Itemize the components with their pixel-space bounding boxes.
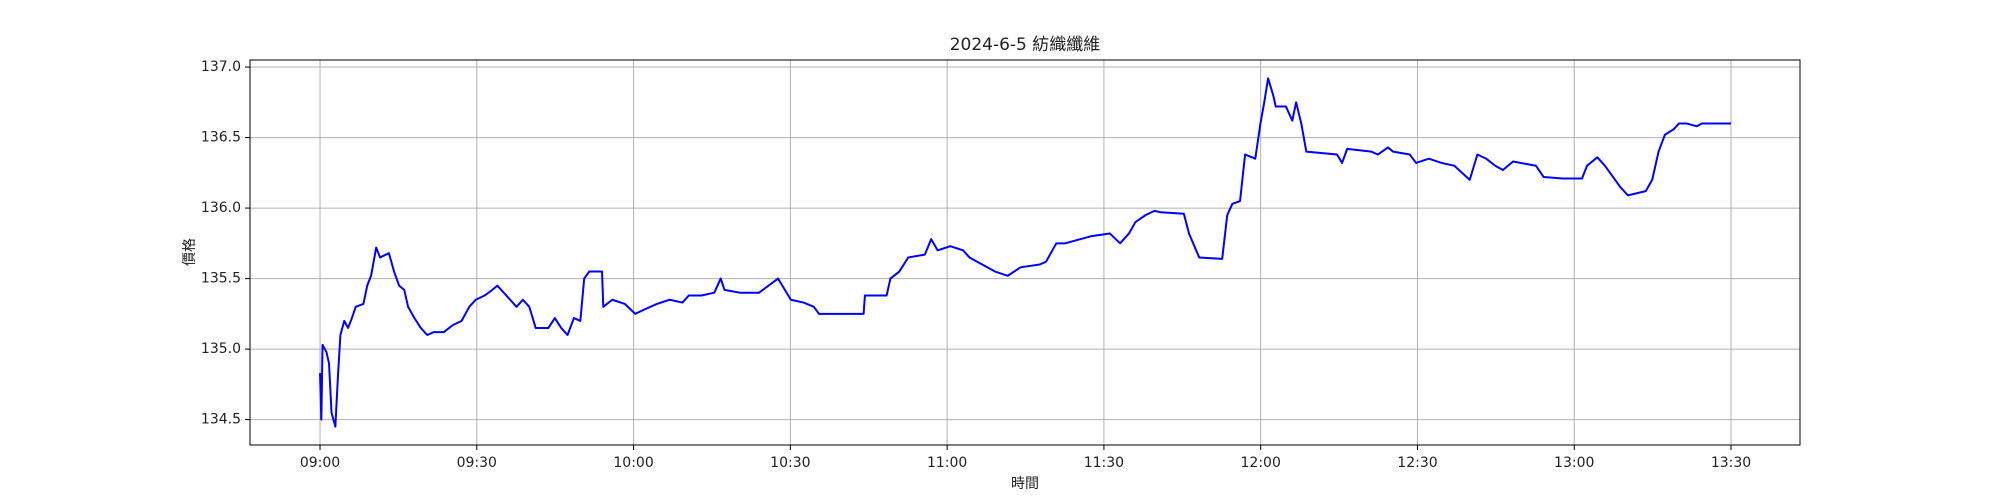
x-tick-label: 10:00 xyxy=(613,455,653,471)
x-tick-label: 10:30 xyxy=(770,455,810,471)
x-tick-label: 09:00 xyxy=(300,455,340,471)
y-tick-label: 137.0 xyxy=(201,59,241,75)
x-tick-label: 13:00 xyxy=(1554,455,1594,471)
x-tick-label: 11:30 xyxy=(1084,455,1124,471)
x-axis-label: 時間 xyxy=(1011,476,1039,492)
chart-title: 2024-6-5 紡織纖維 xyxy=(950,35,1101,55)
plot-frame xyxy=(249,59,1801,446)
x-tick-label: 11:00 xyxy=(927,455,967,471)
x-tick-label: 13:30 xyxy=(1711,455,1751,471)
y-tick-label: 136.5 xyxy=(201,130,241,146)
x-tick-label: 12:00 xyxy=(1241,455,1281,471)
x-tick-label: 09:30 xyxy=(457,455,497,471)
y-tick-label: 134.5 xyxy=(201,412,241,428)
y-tick-label: 135.5 xyxy=(201,271,241,287)
y-tick-label: 136.0 xyxy=(201,200,241,216)
price-line xyxy=(319,77,1732,428)
y-tick-label: 135.0 xyxy=(201,341,241,357)
x-tick-label: 12:30 xyxy=(1397,455,1437,471)
y-axis-label: 價格 xyxy=(181,238,198,266)
